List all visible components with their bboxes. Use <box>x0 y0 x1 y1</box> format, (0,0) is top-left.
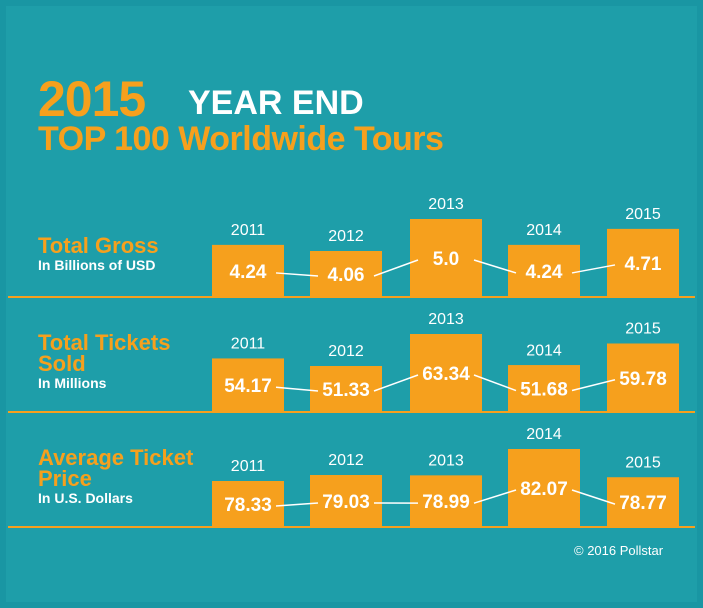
connector <box>473 259 517 274</box>
footer: © 2016 Pollstar <box>574 543 664 558</box>
connector <box>275 386 319 392</box>
bar <box>310 366 382 412</box>
value-label: 5.0 <box>433 249 459 270</box>
bar <box>410 334 482 412</box>
year-label: 2012 <box>328 452 364 469</box>
connector <box>571 489 616 505</box>
year-label: 2012 <box>328 343 364 360</box>
bar <box>212 358 284 412</box>
year-label: 2015 <box>625 206 661 223</box>
year-label: 2014 <box>526 342 562 359</box>
value-label: 78.33 <box>224 495 272 516</box>
year-label: 2015 <box>625 321 661 338</box>
value-label: 59.78 <box>619 369 667 390</box>
bar <box>310 475 382 527</box>
row-title: Total Gross <box>38 233 159 258</box>
bar <box>410 475 482 527</box>
row-subtitle: In Millions <box>38 375 107 391</box>
bar <box>508 365 580 412</box>
connector <box>571 264 616 274</box>
value-label: 78.77 <box>619 493 667 514</box>
connector <box>373 259 419 277</box>
value-label: 4.71 <box>625 254 662 275</box>
row-subtitle: In Billions of USD <box>38 257 156 273</box>
row-title: Average Ticket Price <box>38 445 194 491</box>
bar <box>410 219 482 297</box>
header-title: YEAR END <box>188 84 364 122</box>
value-label: 82.07 <box>520 479 568 500</box>
bar <box>212 481 284 527</box>
year-label: 2014 <box>526 426 562 443</box>
connector <box>275 502 319 507</box>
bar <box>607 228 679 297</box>
row-label: Total Tickets Sold In Millions <box>38 332 213 392</box>
value-label: 51.68 <box>520 380 568 401</box>
year-label: 2012 <box>328 228 364 245</box>
bar <box>508 244 580 297</box>
bar <box>607 477 679 527</box>
connector <box>473 374 517 392</box>
value-label: 63.34 <box>422 364 470 385</box>
bar <box>310 251 382 297</box>
row-label: Average Ticket Price In U.S. Dollars <box>38 447 213 507</box>
value-label: 4.24 <box>230 262 267 283</box>
value-label: 4.06 <box>328 265 365 286</box>
header-year: 2015 <box>38 71 146 127</box>
row-subtitle: In U.S. Dollars <box>38 490 133 506</box>
year-label: 2013 <box>428 453 464 470</box>
row-title: Total Tickets Sold <box>38 330 171 376</box>
bar <box>212 244 284 297</box>
value-label: 51.33 <box>322 380 370 401</box>
value-label: 78.99 <box>422 492 470 513</box>
value-label: 4.24 <box>526 262 563 283</box>
value-label: 54.17 <box>224 376 272 397</box>
bar <box>607 343 679 412</box>
connector <box>473 489 517 504</box>
year-label: 2011 <box>231 222 266 239</box>
year-label: 2013 <box>428 196 464 213</box>
row-label: Total Gross In Billions of USD <box>38 235 213 274</box>
year-label: 2014 <box>526 222 562 239</box>
value-label: 79.03 <box>322 492 370 513</box>
year-label: 2011 <box>231 336 266 353</box>
year-label: 2011 <box>231 458 266 475</box>
header-subtitle: TOP 100 Worldwide Tours <box>38 120 444 158</box>
year-label: 2013 <box>428 311 464 328</box>
year-label: 2015 <box>625 454 661 471</box>
connector <box>275 272 319 277</box>
bar <box>508 449 580 527</box>
connector <box>373 374 419 392</box>
connector <box>571 379 616 392</box>
